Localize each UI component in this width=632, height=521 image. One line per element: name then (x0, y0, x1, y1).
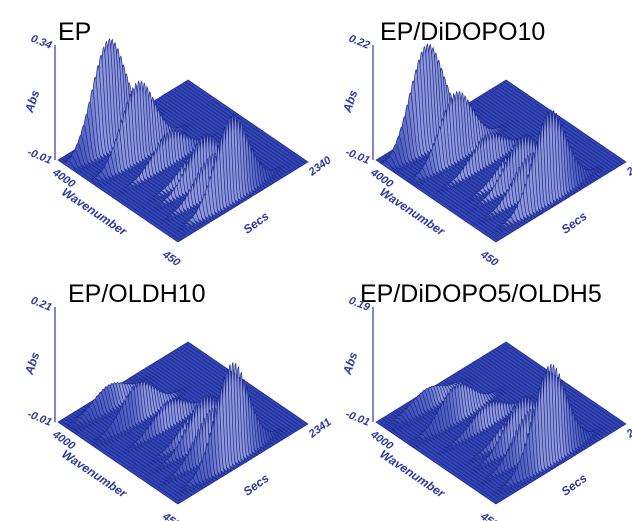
spectrum-trace (69, 414, 190, 498)
spectrum-trace (502, 81, 624, 164)
spectrum-trace (57, 159, 179, 243)
spectrum-trace (406, 58, 528, 224)
spectrum-trace (83, 76, 204, 227)
spectrum-trace (378, 156, 500, 241)
z-tick-max: 0.22 (347, 33, 371, 52)
panel-title: EP/DiDOPO10 (380, 18, 545, 46)
y-tick-max: 2340 (624, 154, 632, 179)
z-axis-label: Abs (340, 88, 361, 115)
spectrum-trace (184, 81, 306, 164)
spectrum-trace (392, 116, 514, 232)
spectrum-trace (395, 104, 516, 231)
x-tick-end: 450 (159, 510, 182, 521)
panel-ep-didopo5-oldh5: EP/DiDOPO5/OLDH5 0.19 -0.01 Abs 4000 450… (340, 280, 632, 521)
spectrum-trace (80, 402, 201, 491)
y-axis-label: Secs (559, 209, 590, 237)
spectrum-trace (505, 79, 627, 163)
spectrum-trace (60, 420, 182, 503)
z-axis-label: Abs (22, 88, 43, 115)
spectrum-trace (505, 341, 627, 425)
spectrum-trace (381, 418, 502, 501)
surface-plot (57, 341, 309, 505)
spectrum-trace (375, 421, 497, 505)
panel-ep-didopo10: EP/DiDOPO10 0.22 -0.01 Abs 4000 450 Wave… (340, 18, 632, 269)
spectrum-trace (187, 341, 309, 425)
spectrum-trace (387, 135, 508, 236)
y-tick-max: 2341 (624, 416, 632, 441)
z-axis-label: Abs (340, 350, 361, 377)
z-tick-max: 0.21 (29, 295, 53, 314)
spectrum-trace (401, 80, 522, 227)
y-tick-max: 2341 (306, 416, 334, 441)
panel-ep-oldh10: EP/OLDH10 0.21 -0.01 Abs 4000 450 Wavenu… (22, 280, 334, 521)
spectrum-trace (60, 156, 182, 241)
spectrum-trace (182, 83, 303, 166)
spectrum-trace (389, 126, 511, 234)
spectrum-trace (63, 418, 184, 501)
spectrum-trace (88, 54, 210, 224)
spectrum-trace (66, 416, 187, 500)
spectrum-trace (74, 410, 196, 494)
spectrum-trace (398, 92, 519, 229)
panel-title: EP (58, 18, 91, 46)
panel-ep: EP 0.34 -0.01 Abs 4000 450 Wavenumber 23… (22, 18, 335, 269)
z-tick-min: -0.01 (344, 146, 372, 167)
spectrum-trace (409, 51, 531, 222)
surface-plot (57, 37, 309, 243)
surface-plot (375, 43, 627, 243)
spectrum-trace (375, 159, 497, 243)
spectrum-trace (378, 420, 500, 503)
spectrum-trace (69, 134, 190, 236)
z-tick-min: -0.01 (344, 408, 372, 429)
spectrum-trace (389, 413, 511, 496)
spectrum-trace (71, 413, 193, 496)
spectrum-trace (77, 101, 198, 231)
x-tick-end: 450 (159, 248, 182, 269)
spectrum-trace (57, 421, 179, 505)
spectrum-trace (71, 125, 193, 234)
z-tick-min: -0.01 (26, 146, 54, 167)
spectrum-trace (80, 89, 201, 229)
y-axis-label: Secs (241, 209, 272, 237)
z-tick-min: -0.01 (26, 408, 54, 429)
spectrum-trace (74, 113, 196, 232)
y-axis-label: Secs (559, 471, 590, 499)
spectrum-trace (403, 68, 525, 225)
spectrum-trace (66, 143, 187, 238)
x-tick-end: 450 (477, 248, 500, 269)
spectrum-trace (384, 416, 505, 500)
x-tick-end: 450 (477, 510, 500, 521)
panel-title: EP/OLDH10 (68, 280, 206, 308)
surface-plot (375, 341, 627, 505)
panel-title: EP/DiDOPO5/OLDH5 (360, 280, 602, 308)
y-axis-label: Secs (241, 471, 272, 499)
z-axis-label: Abs (22, 350, 43, 377)
spectrum-trace (387, 414, 508, 498)
spectrum-trace (384, 144, 505, 238)
spectrum-trace (187, 79, 309, 163)
spectrum-trace (381, 150, 502, 239)
spectrum-trace (63, 150, 184, 239)
spectrum-trace (184, 343, 306, 426)
y-tick-max: 2340 (306, 154, 334, 179)
spectrum-trace (85, 64, 207, 225)
spectrum-trace (502, 343, 624, 426)
z-tick-max: 0.34 (29, 33, 53, 52)
